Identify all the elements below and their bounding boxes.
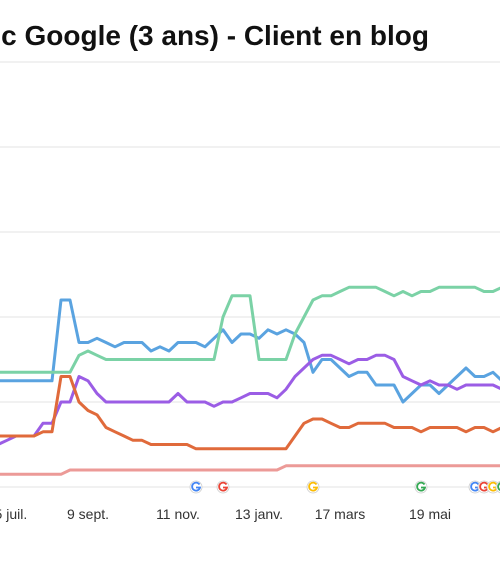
- google-update-marker[interactable]: [189, 480, 203, 494]
- google-update-marker[interactable]: [414, 480, 428, 494]
- series-line-2: [0, 285, 500, 374]
- google-icon: [497, 482, 500, 491]
- google-update-marker[interactable]: [486, 480, 500, 494]
- google-update-marker[interactable]: [495, 480, 500, 494]
- update-markers: [189, 480, 500, 494]
- google-icon: [191, 481, 202, 492]
- series-lines: [0, 285, 500, 476]
- google-update-marker[interactable]: [306, 480, 320, 494]
- google-icon: [308, 481, 319, 492]
- x-tick-label: 17 mars: [315, 506, 366, 522]
- series-line-3: [0, 353, 500, 446]
- x-tick-label: 13 janv.: [235, 506, 283, 522]
- chart-title: Trafic Google (3 ans) - Client en blog: [0, 20, 429, 51]
- google-update-marker[interactable]: [216, 480, 230, 494]
- google-icon: [416, 481, 427, 492]
- gridlines: [0, 61, 500, 488]
- x-tick-label: 9 sept.: [67, 506, 109, 522]
- x-tick-label: 15 juil.: [0, 506, 27, 522]
- x-tick-label: 11 nov.: [156, 506, 200, 522]
- x-axis-ticks: 15 juil. 9 sept. 11 nov. 13 janv. 17 mars 19 …: [0, 506, 451, 522]
- google-icon: [218, 481, 229, 492]
- x-tick-label: 19 mai: [409, 506, 451, 522]
- series-line-4: [0, 375, 500, 451]
- series-line-5: [0, 464, 500, 476]
